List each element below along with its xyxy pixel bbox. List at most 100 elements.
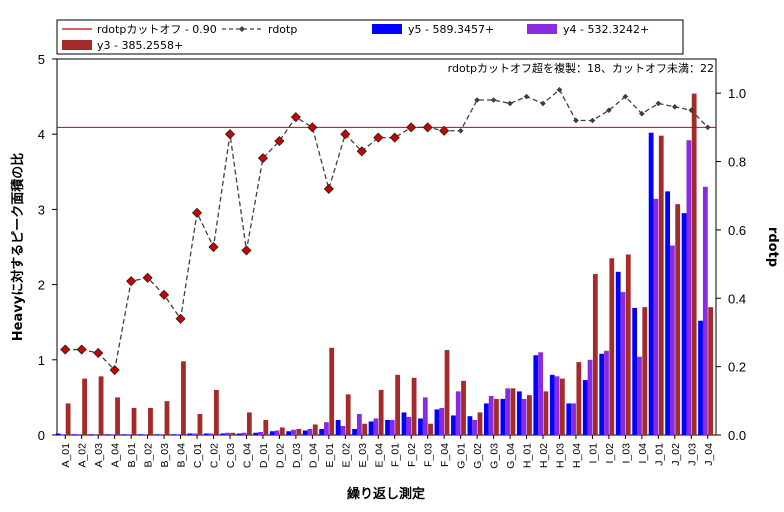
bar-y4-B_03 <box>159 434 165 435</box>
bar-y3-G_01 <box>461 380 466 435</box>
bar-y5-J_04 <box>698 320 703 435</box>
legend-y3-swatch <box>62 40 92 50</box>
bar-y3-B_01 <box>131 407 137 435</box>
bar-y5-F_03 <box>418 418 423 435</box>
bar-y5-J_03 <box>681 213 687 435</box>
bar-y5-C_04 <box>236 433 242 435</box>
x-tick-label-C_04: C_04 <box>241 443 253 468</box>
rdotp-point-H_03 <box>556 86 563 93</box>
y-axis-title: Heavyに対するピーク面積の比 <box>10 153 26 341</box>
legend-rdotp-label: rdotp <box>268 23 297 36</box>
y2-tick-label-0.8: 0.8 <box>728 155 746 170</box>
bar-y4-G_03 <box>488 395 494 435</box>
x-axis: A_01 A_02 A_03 A_04 B_01 B_02 B_03 B_04 C_01 C_02… <box>60 435 715 469</box>
x-tick-label-D_03: D_03 <box>291 443 303 468</box>
bar-y5-I_04 <box>632 307 638 435</box>
x-tick-label-H_03: H_03 <box>554 443 566 468</box>
y2-tick-label-0.6: 0.6 <box>728 223 746 238</box>
rdotp-point-D_02 <box>274 135 285 147</box>
bar-y3-C_01 <box>197 413 203 435</box>
bar-y3-G_03 <box>494 398 499 435</box>
bar-y4-F_01 <box>389 419 395 435</box>
rdotp-point-F_01 <box>389 132 400 143</box>
rdotp-point-G_04 <box>507 100 513 107</box>
rdotp-point-H_01 <box>523 93 530 100</box>
bar-y4-B_01 <box>126 434 132 435</box>
rdotp-point-J_03 <box>688 107 695 114</box>
bar-y3-H_01 <box>527 395 532 435</box>
rdotp-point-C_02 <box>208 241 219 253</box>
rdotp-point-H_04 <box>573 117 579 124</box>
x-tick-label-E_04: E_04 <box>373 443 385 468</box>
bar-y5-H_03 <box>549 374 555 435</box>
bar-y3-C_03 <box>230 432 236 435</box>
bar-y4-I_03 <box>620 292 626 435</box>
x-tick-label-I_04: I_04 <box>637 443 649 464</box>
bar-y3-D_02 <box>279 427 285 435</box>
y-tick-label-2: 2 <box>38 278 45 293</box>
bar-y5-D_04 <box>302 430 308 435</box>
bar-y4-B_02 <box>142 434 148 435</box>
bar-y4-H_04 <box>571 403 576 435</box>
x-tick-label-F_04: F_04 <box>439 443 451 467</box>
bar-y4-F_02 <box>406 416 412 435</box>
bar-y3-G_02 <box>477 412 483 435</box>
bar-y5-H_04 <box>566 403 572 435</box>
bar-y5-F_04 <box>434 409 440 435</box>
y2-axis: 0.0 0.2 0.4 0.6 0.8 1.0 <box>716 86 746 443</box>
x-tick-label-G_01: G_01 <box>456 443 468 469</box>
legend-rdotp-swatch <box>222 26 262 32</box>
bar-y5-G_04 <box>500 398 506 435</box>
x-tick-label-I_01: I_01 <box>587 443 599 464</box>
rdotp-point-A_04 <box>109 364 120 376</box>
x-tick-label-B_01: B_01 <box>126 443 138 468</box>
rdotp-point-A_03 <box>93 347 104 359</box>
rdotp-point-B_02 <box>142 272 153 283</box>
rdotp-point-B_01 <box>126 276 137 287</box>
bar-y3-J_03 <box>691 93 697 435</box>
bar-y3-D_03 <box>296 428 302 435</box>
rdotp-point-C_03 <box>224 129 236 140</box>
legend-y4-swatch <box>527 24 557 34</box>
bar-y3-I_02 <box>609 258 615 435</box>
bar-y3-C_02 <box>213 389 219 435</box>
bar-y3-F_03 <box>428 423 433 435</box>
bar-y3-F_01 <box>395 374 401 435</box>
y-tick-label-3: 3 <box>38 202 45 217</box>
x-tick-label-I_02: I_02 <box>604 443 616 464</box>
y-tick-label-0: 0 <box>38 428 45 443</box>
x-tick-label-B_04: B_04 <box>176 443 188 468</box>
legend-y4-label: y4 - 532.3242+ <box>563 23 649 36</box>
x-tick-label-E_03: E_03 <box>357 443 369 468</box>
x-tick-label-A_03: A_03 <box>93 443 105 468</box>
rdotp-point-J_01 <box>655 100 662 107</box>
bar-y4-E_03 <box>356 413 362 435</box>
bar-y4-C_03 <box>225 432 230 435</box>
rdotp-point-G_01 <box>457 127 464 134</box>
bar-y5-D_01 <box>253 432 259 435</box>
bar-y4-A_03 <box>93 434 99 435</box>
bar-y5-A_03 <box>88 434 94 435</box>
bar-y3-J_04 <box>708 307 714 435</box>
rdotp-point-G_02 <box>474 97 480 103</box>
bar-y3-A_02 <box>82 378 87 435</box>
bar-y4-G_04 <box>505 388 511 435</box>
x-tick-label-B_03: B_03 <box>159 443 171 468</box>
bar-y4-C_02 <box>208 433 214 435</box>
bar-y3-A_04 <box>115 397 120 435</box>
rdotp-point-J_02 <box>671 103 678 110</box>
x-tick-label-A_01: A_01 <box>60 443 72 468</box>
x-tick-label-G_02: G_02 <box>472 443 484 469</box>
y2-tick-label-0.4: 0.4 <box>728 291 746 306</box>
x-tick-label-H_01: H_01 <box>522 443 534 468</box>
rdotp-point-D_04 <box>307 122 318 133</box>
x-tick-label-C_03: C_03 <box>225 443 237 468</box>
legend-y3-label: y3 - 385.2558+ <box>97 39 183 52</box>
x-axis-title: 繰り返し測定 <box>347 486 425 502</box>
bar-y5-E_02 <box>335 419 341 435</box>
bar-y5-I_03 <box>615 271 621 435</box>
bar-y4-D_04 <box>307 428 313 435</box>
rdotp-point-I_03 <box>622 93 629 100</box>
rdotp-point-G_03 <box>490 97 497 103</box>
legend-box <box>56 19 684 55</box>
